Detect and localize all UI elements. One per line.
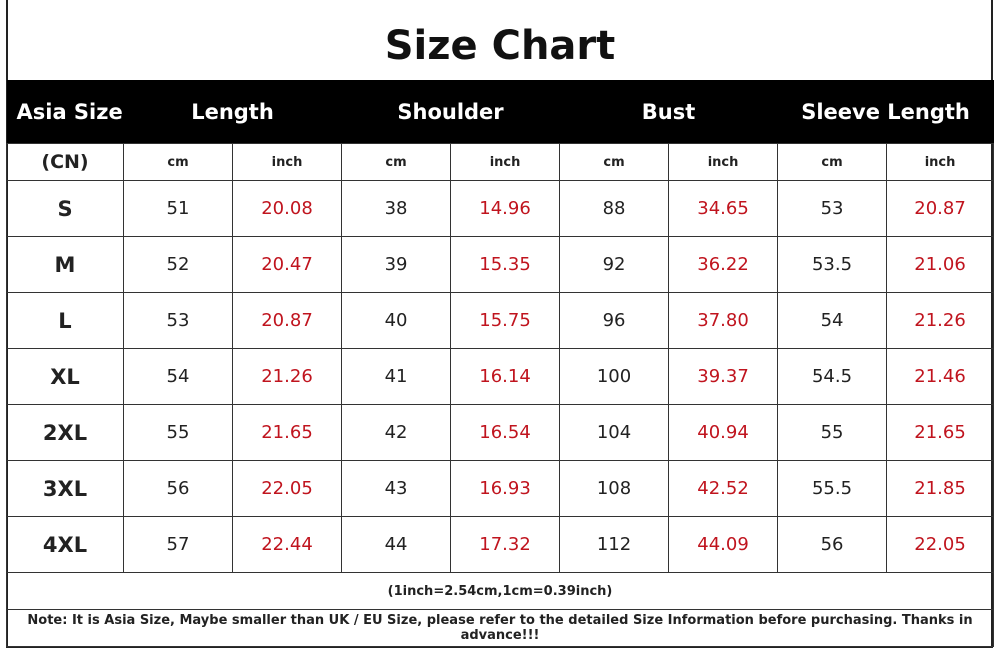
cm-value: 92	[559, 236, 670, 293]
unit-cell: cm	[123, 143, 233, 181]
cm-value: 53	[123, 292, 233, 349]
cm-value: 54.5	[777, 348, 888, 405]
unit-cell: cm	[777, 143, 888, 181]
inch-value: 15.35	[450, 236, 561, 293]
cm-value: 51	[123, 180, 233, 237]
size-label: 3XL	[6, 460, 124, 517]
cm-value: 100	[559, 348, 670, 405]
cm-value: 40	[341, 292, 452, 349]
inch-value: 21.65	[886, 404, 995, 461]
inch-value: 21.65	[231, 404, 343, 461]
inch-value: 16.14	[450, 348, 561, 405]
unit-cell: inch	[886, 143, 995, 181]
table-row: 2XL 55 21.65 42 16.54 104 40.94 55 21.65	[6, 404, 995, 461]
cm-value: 44	[341, 516, 452, 573]
cm-value: 96	[559, 292, 670, 349]
inch-value: 16.54	[450, 404, 561, 461]
size-label: 2XL	[6, 404, 124, 461]
inch-value: 20.47	[231, 236, 343, 293]
inch-value: 21.06	[886, 236, 995, 293]
header-bust: Bust	[559, 80, 778, 144]
conversion-note-row: (1inch=2.54cm,1cm=0.39inch)	[5, 572, 995, 610]
inch-value: 37.80	[668, 292, 779, 349]
cm-value: 54	[123, 348, 233, 405]
size-label: XL	[6, 348, 124, 405]
conversion-note: (1inch=2.54cm,1cm=0.39inch)	[5, 572, 995, 610]
unit-cell: inch	[450, 143, 561, 181]
cm-value: 56	[777, 516, 888, 573]
header-shoulder: Shoulder	[341, 80, 560, 144]
unit-cell: cm	[341, 143, 452, 181]
inch-value: 20.87	[886, 180, 995, 237]
table-row: XL 54 21.26 41 16.14 100 39.37 54.5 21.46	[6, 348, 995, 405]
unit-cell: inch	[231, 143, 343, 181]
cm-value: 42	[341, 404, 452, 461]
page-title: Size Chart	[384, 23, 616, 69]
inch-value: 21.85	[886, 460, 995, 517]
table-row: 3XL 56 22.05 43 16.93 108 42.52 55.5 21.85	[6, 460, 995, 517]
size-label: S	[6, 180, 124, 237]
inch-value: 34.65	[668, 180, 779, 237]
table-row: M 52 20.47 39 15.35 92 36.22 53.5 21.06	[6, 236, 995, 293]
inch-value: 20.87	[231, 292, 343, 349]
cm-value: 38	[341, 180, 452, 237]
inch-value: 40.94	[668, 404, 779, 461]
unit-cell: cm	[559, 143, 670, 181]
cm-value: 43	[341, 460, 452, 517]
inch-value: 22.05	[231, 460, 343, 517]
cm-value: 112	[559, 516, 670, 573]
cm-value: 56	[123, 460, 233, 517]
header-sleeve-length: Sleeve Length	[777, 80, 994, 144]
cm-value: 41	[341, 348, 452, 405]
cm-value: 88	[559, 180, 670, 237]
cm-value: 55	[777, 404, 888, 461]
cm-value: 57	[123, 516, 233, 573]
size-label: L	[6, 292, 124, 349]
size-note: Note: It is Asia Size, Maybe smaller tha…	[5, 609, 995, 647]
size-label: 4XL	[6, 516, 124, 573]
inch-value: 22.05	[886, 516, 995, 573]
inch-value: 21.26	[231, 348, 343, 405]
header-length: Length	[123, 80, 342, 144]
inch-value: 21.46	[886, 348, 995, 405]
inch-value: 42.52	[668, 460, 779, 517]
header-row: Asia Size Length Shoulder Bust Sleeve Le…	[6, 80, 994, 144]
cm-value: 54	[777, 292, 888, 349]
cm-value: 53	[777, 180, 888, 237]
cm-value: 55	[123, 404, 233, 461]
unit-row: (CN) cm inch cm inch cm inch cm inch	[6, 143, 995, 181]
cm-value: 52	[123, 236, 233, 293]
inch-value: 21.26	[886, 292, 995, 349]
unit-cn: (CN)	[6, 143, 124, 181]
inch-value: 17.32	[450, 516, 561, 573]
inch-value: 20.08	[231, 180, 343, 237]
cm-value: 108	[559, 460, 670, 517]
inch-value: 44.09	[668, 516, 779, 573]
inch-value: 39.37	[668, 348, 779, 405]
inch-value: 14.96	[450, 180, 561, 237]
size-table: Asia Size Length Shoulder Bust Sleeve Le…	[5, 80, 995, 647]
cm-value: 39	[341, 236, 452, 293]
table-row: L 53 20.87 40 15.75 96 37.80 54 21.26	[6, 292, 995, 349]
inch-value: 22.44	[231, 516, 343, 573]
unit-cell: inch	[668, 143, 779, 181]
header-asia-size: Asia Size	[6, 80, 124, 144]
size-label: M	[6, 236, 124, 293]
cm-value: 55.5	[777, 460, 888, 517]
inch-value: 36.22	[668, 236, 779, 293]
cm-value: 53.5	[777, 236, 888, 293]
inch-value: 15.75	[450, 292, 561, 349]
cm-value: 104	[559, 404, 670, 461]
inch-value: 16.93	[450, 460, 561, 517]
table-row: 4XL 57 22.44 44 17.32 112 44.09 56 22.05	[6, 516, 995, 573]
size-note-row: Note: It is Asia Size, Maybe smaller tha…	[5, 609, 995, 647]
table-row: S 51 20.08 38 14.96 88 34.65 53 20.87	[6, 180, 995, 237]
